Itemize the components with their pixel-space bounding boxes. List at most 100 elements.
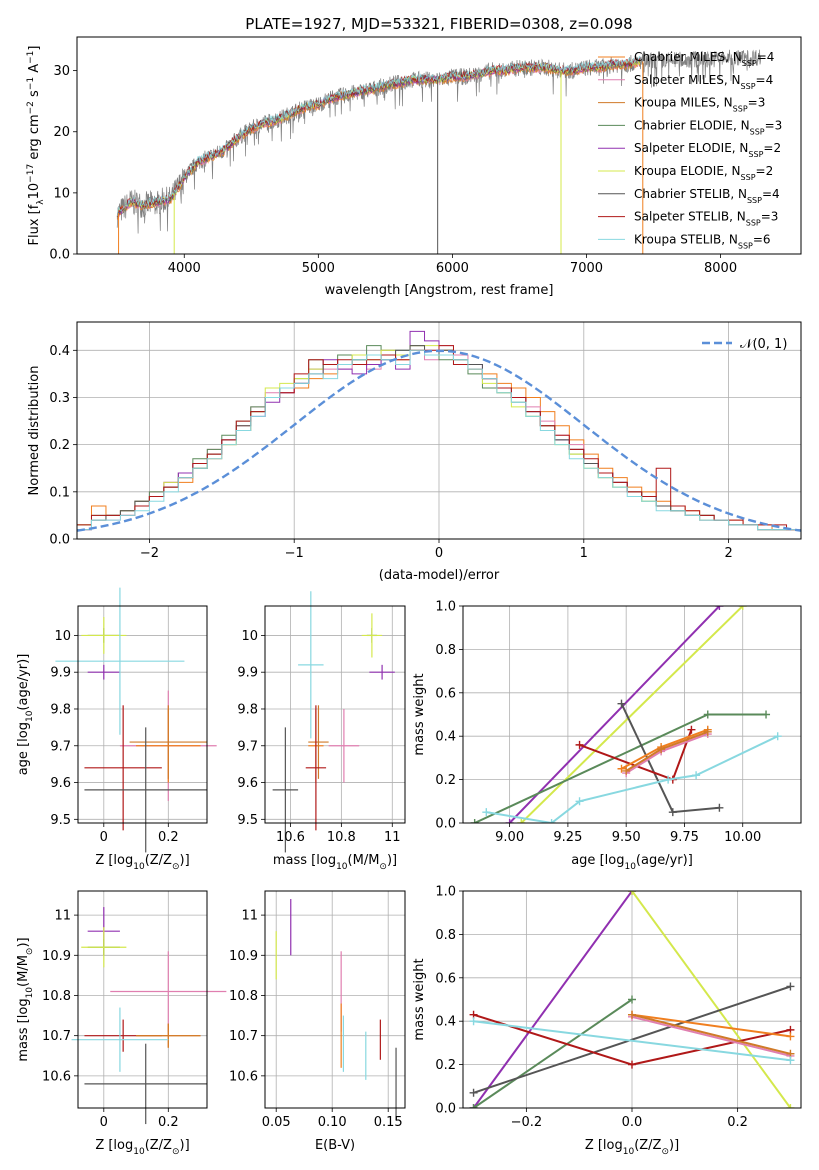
x-tick-label: 0: [100, 1115, 108, 1130]
x-axis-label: (data-model)/error: [379, 568, 500, 583]
x-tick-label: 7000: [570, 261, 603, 276]
y-tick-label: 9.5: [237, 813, 258, 828]
extinction-mass-panel: 0.05 0.10 0.15 10.6 10.7 10.8 10.9 11 E(B-V): [229, 890, 406, 1153]
ticks: [73, 349, 729, 543]
y-tick-label: 0.1: [49, 485, 70, 500]
axes-frame: [76, 36, 802, 255]
y-tick-label: 30: [53, 64, 70, 79]
weight-marker: [773, 732, 782, 741]
legend-entry: Kroupa STELIB, NSSP=6: [634, 232, 771, 250]
legend: Chabrier MILES, NSSP=4 Salpeter MILES, NS…: [598, 50, 782, 250]
y-tick-label: 10.8: [229, 989, 258, 1004]
weight-marker: [469, 1017, 478, 1026]
y-tick-label: 0.4: [435, 1015, 456, 1030]
x-axis-label: Z [log10(Z/Z⊙)]: [95, 853, 189, 872]
metallicity-age-panel: 0 0.2 9.5 9.6 9.7 9.8 9.9 10 Z [log10(Z/Z⊙)] age …: [16, 587, 217, 872]
weight-line: [473, 998, 633, 1108]
y-tick-label: 10: [53, 186, 70, 201]
weight-marker: [575, 740, 584, 749]
model-spectrum: [116, 57, 641, 218]
weight-line: [473, 1020, 791, 1062]
weight-marker: [703, 727, 712, 736]
y-tick-label: 0.0: [49, 533, 70, 548]
weight-line: [472, 891, 633, 1108]
spectrum-panel: 4000 5000 6000 7000 8000 0.0 10 20 30 PLATE=1927,…: [26, 15, 802, 298]
y-tick-label: 0.2: [49, 438, 70, 453]
y-tick-label: 1.0: [435, 885, 456, 900]
series-group: [469, 891, 795, 1108]
weight-marker: [762, 710, 771, 719]
y-tick-label: 0.6: [435, 686, 456, 701]
y-tick-label: 0.6: [435, 971, 456, 986]
y-tick-label: 0.4: [435, 730, 456, 745]
legend-entry: Salpeter STELIB, NSSP=3: [634, 210, 778, 228]
y-tick-label: 11: [54, 909, 71, 924]
legend-entry: Kroupa MILES, NSSP=3: [634, 96, 765, 114]
y-tick-label: 9.5: [50, 813, 71, 828]
y-tick-label: 10.7: [42, 1029, 71, 1044]
axes-frame: [77, 890, 208, 1109]
y-tick-label: 9.6: [237, 776, 258, 791]
x-axis-label: age [log10(age/yr)]: [571, 853, 693, 872]
y-tick-label: 0.8: [435, 928, 456, 943]
model-spectrum: [116, 57, 641, 217]
y-tick-label: 10.7: [229, 1029, 258, 1044]
x-tick-label: 9.00: [495, 830, 524, 845]
weight-marker: [517, 819, 526, 823]
mass-age-panel: 10.6 10.8 11 9.5 9.6 9.7 9.8 9.9 10 mass [log10(M…: [237, 591, 406, 872]
legend-entry: Kroupa ELODIE, NSSP=2: [634, 164, 773, 182]
x-tick-label: 6000: [436, 261, 469, 276]
y-tick-label: 20: [53, 125, 70, 140]
y-tick-label: 9.9: [237, 666, 258, 681]
x-tick-label: −1: [285, 546, 304, 561]
grid-lines: [78, 891, 207, 1108]
weight-marker: [622, 766, 631, 775]
weight-line: [486, 735, 779, 823]
y-axis-label: Normed distribution: [27, 366, 42, 496]
weight-marker: [657, 745, 666, 754]
x-tick-label: 0.15: [374, 1115, 403, 1130]
weight-line: [631, 1013, 791, 1038]
y-tick-label: 10: [241, 629, 258, 644]
y-tick-label: 0.8: [435, 643, 456, 658]
weight-marker: [668, 808, 677, 817]
weight-marker: [628, 1010, 636, 1019]
weight-line: [631, 891, 792, 1108]
weight-marker: [628, 1060, 636, 1069]
legend-entry: Chabrier ELODIE, NSSP=3: [634, 118, 782, 136]
ticks: [74, 914, 169, 1112]
weight-marker: [786, 982, 795, 991]
legend-entry: Chabrier STELIB, NSSP=4: [634, 187, 780, 205]
x-tick-label: 0.2: [158, 830, 179, 845]
weight-marker: [505, 819, 514, 823]
axes-frame: [264, 890, 406, 1109]
weight-marker: [617, 764, 626, 773]
x-tick-label: 0: [435, 546, 443, 561]
x-tick-label: 9.25: [553, 830, 582, 845]
y-tick-label: 10.9: [229, 949, 258, 964]
weight-line: [520, 606, 744, 823]
axes-frame: [77, 605, 208, 824]
weight-line: [631, 1013, 791, 1055]
y-tick-label: 0.4: [49, 344, 70, 359]
weight-marker: [470, 819, 479, 823]
legend-entry: Salpeter MILES, NSSP=4: [634, 73, 773, 91]
x-tick-label: 11: [384, 830, 401, 845]
residual-histogram-panel: −2 −1 0 1 2 0.0 0.1 0.2 0.3 0.4 (data-model)/error…: [27, 321, 802, 583]
x-tick-label: 0.0: [622, 1115, 643, 1130]
weight-marker: [482, 808, 491, 817]
x-tick-label: 0.05: [262, 1115, 291, 1130]
histogram-step: [77, 349, 801, 531]
x-axis-label: E(B-V): [315, 1138, 355, 1153]
legend-entry: Salpeter ELODIE, NSSP=2: [634, 141, 781, 159]
y-tick-label: 0.0: [435, 817, 456, 832]
legend-entry: Chabrier MILES, NSSP=4: [634, 50, 774, 68]
ticks: [74, 635, 169, 827]
metallicity-weight-panel: −0.2 0.0 0.2 0.0 0.2 0.4 0.6 0.8 1.0 Z [log10(Z/Z…: [412, 885, 802, 1157]
y-tick-label: 9.9: [50, 666, 71, 681]
model-spectrum: [116, 55, 641, 217]
x-tick-label: 9.75: [670, 830, 699, 845]
weight-marker: [664, 775, 673, 784]
y-tick-label: 10.9: [42, 949, 71, 964]
